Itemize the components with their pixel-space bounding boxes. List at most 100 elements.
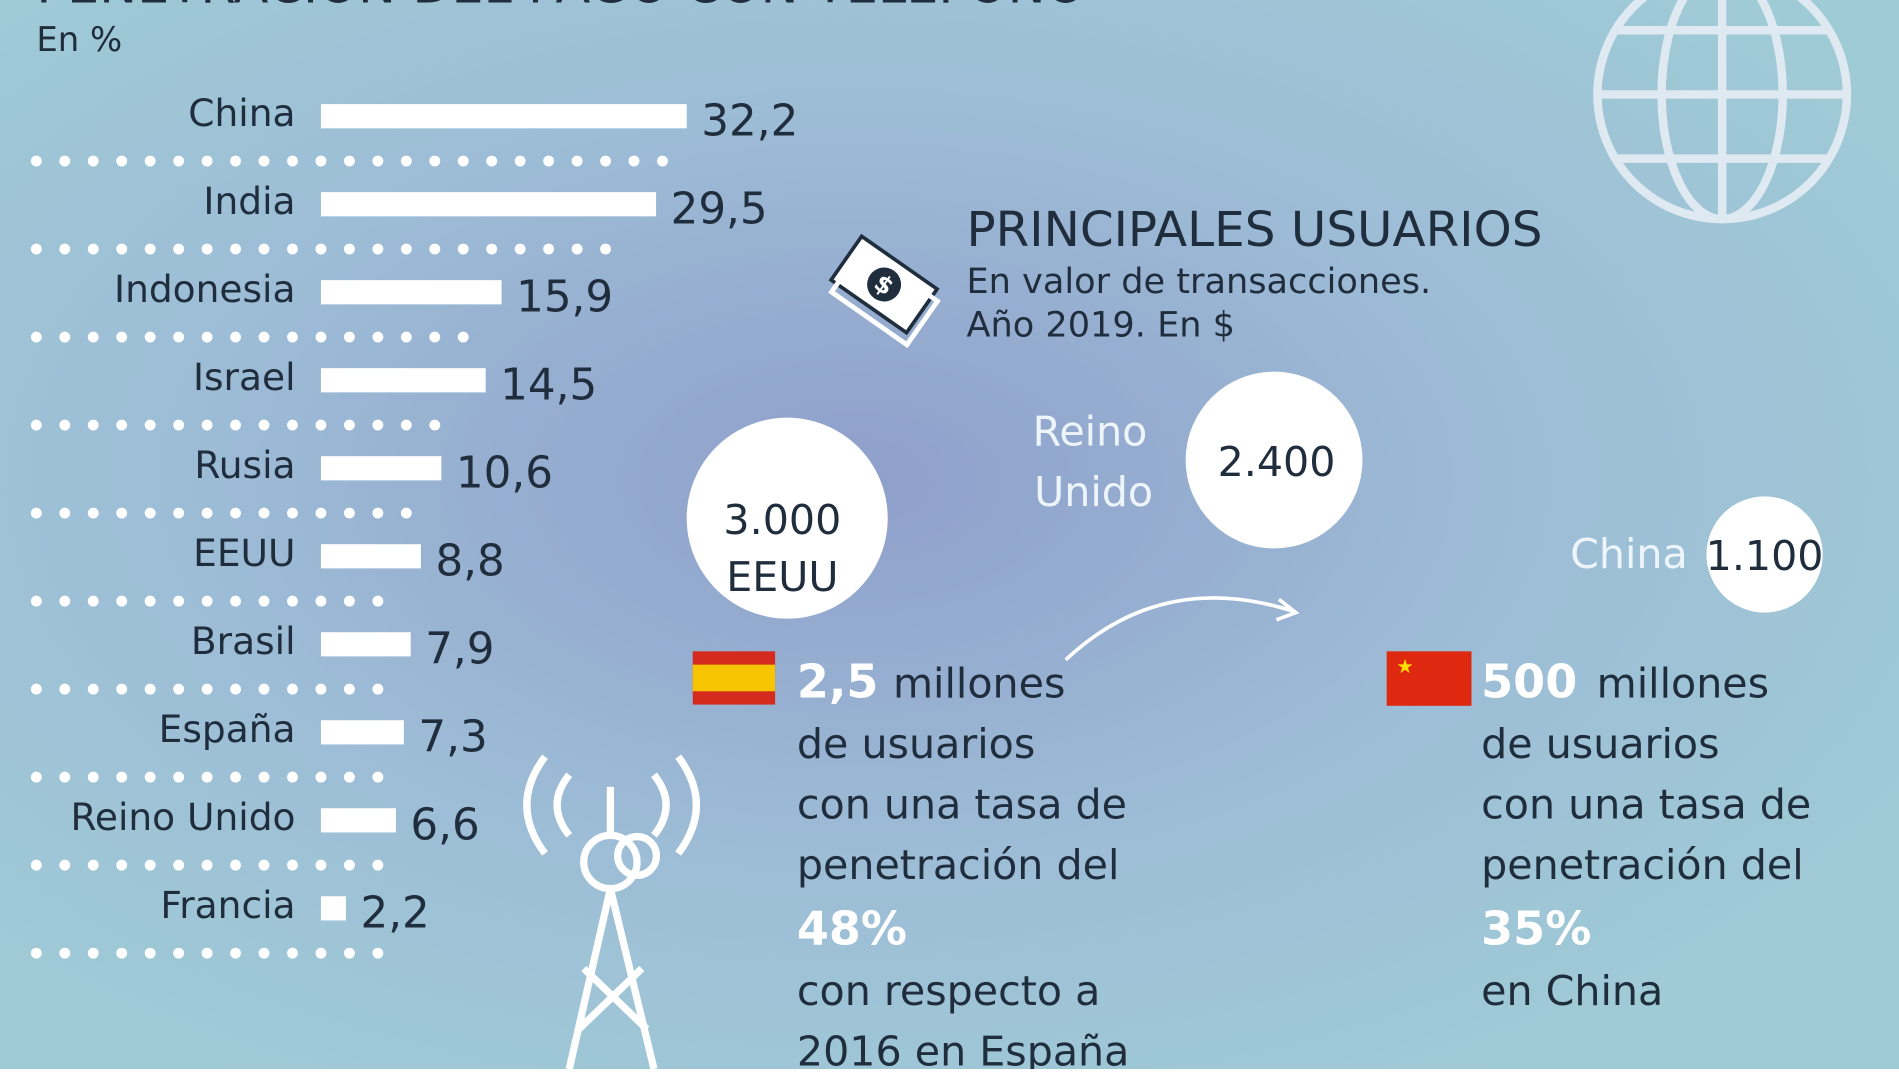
dot-separator: [287, 683, 298, 695]
dot-separator: [87, 595, 99, 607]
china-flag: ★: [1386, 651, 1472, 706]
users-subtitle: En valor de transacciones.: [966, 261, 1431, 302]
stat-line: 500 millones: [1481, 654, 1769, 708]
dot-separator: [372, 419, 384, 431]
dot-separator: [230, 507, 242, 519]
dot-separator: [173, 595, 185, 607]
value-label: 29,5: [671, 185, 768, 235]
dot-separator: [343, 683, 355, 695]
dot-separator: [315, 331, 327, 343]
stat-number: 2,5: [797, 654, 879, 708]
bubble-label: EEUU: [726, 553, 838, 601]
value-label: 6,6: [410, 801, 479, 851]
dot-separator: [87, 683, 99, 695]
dot-separator: [173, 331, 185, 343]
dot-separator: [144, 331, 156, 343]
dot-separator: [287, 507, 298, 519]
svg-text:★: ★: [1396, 655, 1413, 678]
dot-separator: [230, 683, 242, 695]
dot-separator: [116, 155, 128, 167]
dot-separator: [116, 243, 128, 255]
bubble-label: Reino: [1033, 408, 1148, 456]
chart-title: PENETRACIÓN DEL PAGO CON TELÉFONO: [36, 0, 1085, 14]
dot-separator: [400, 419, 412, 431]
dot-separator: [173, 243, 185, 255]
dot-separator: [258, 595, 270, 607]
dot-separator: [59, 507, 71, 519]
dot-separator: [429, 155, 441, 167]
dot-separator: [343, 947, 355, 959]
dot-separator: [116, 507, 128, 519]
chart-subtitle: En %: [36, 20, 122, 59]
dot-separator: [457, 331, 469, 343]
stat-text: con respecto a: [797, 967, 1101, 1015]
bubble-value: 3.000: [723, 496, 841, 544]
bubble-value: 1.100: [1706, 532, 1824, 580]
dot-separator: [457, 243, 469, 255]
dot-separator: [201, 595, 213, 607]
stat-text: millones: [1597, 659, 1769, 707]
dot-separator: [258, 859, 270, 871]
dot-separator: [343, 859, 355, 871]
dot-separator: [343, 595, 355, 607]
dot-separator: [144, 243, 156, 255]
dot-separator: [59, 859, 71, 871]
bubble: [686, 417, 888, 619]
dot-separator: [372, 155, 384, 167]
dot-separator: [87, 155, 99, 167]
dot-separator: [201, 947, 213, 959]
dot-separator: [30, 683, 42, 695]
bar: [320, 720, 404, 745]
dot-separator: [372, 947, 384, 959]
dot-separator: [173, 947, 185, 959]
dot-separator: [59, 419, 71, 431]
arrow-head: [1275, 597, 1300, 622]
stat-text: de usuarios: [797, 720, 1035, 768]
dot-separator: [372, 683, 384, 695]
dot-separator: [372, 595, 384, 607]
dot-separator: [201, 243, 213, 255]
dot-separator: [144, 595, 156, 607]
dot-separator: [201, 683, 213, 695]
dot-separator: [30, 243, 42, 255]
dot-separator: [372, 859, 384, 871]
globe-icon: [1593, 0, 1852, 224]
dot-separator: [201, 507, 213, 519]
dot-separator: [116, 683, 128, 695]
value-label: 2,2: [360, 889, 429, 939]
stat-percent: 48%: [797, 901, 907, 955]
dot-separator: [59, 331, 71, 343]
dot-separator: [429, 243, 441, 255]
dot-separator: [287, 155, 298, 167]
bar: [320, 192, 657, 217]
dot-separator: [230, 419, 242, 431]
dot-separator: [144, 507, 156, 519]
dot-separator: [116, 419, 128, 431]
bar: [320, 808, 396, 833]
dot-separator: [372, 243, 384, 255]
dot-separator: [287, 419, 298, 431]
category-label: Indonesia: [114, 267, 295, 311]
dot-separator: [30, 419, 42, 431]
dot-separator: [315, 243, 327, 255]
stat-text: penetración del: [1481, 841, 1803, 889]
bar: [320, 896, 346, 921]
dot-separator: [230, 331, 242, 343]
bar: [320, 280, 502, 305]
dot-separator: [343, 771, 355, 783]
dot-separator: [144, 771, 156, 783]
dot-separator: [87, 419, 99, 431]
users-title: PRINCIPALES USUARIOS: [966, 202, 1542, 258]
users-subtitle: Año 2019. En $: [966, 305, 1235, 346]
dot-separator: [457, 155, 469, 167]
dot-separator: [315, 859, 327, 871]
dot-separator: [201, 771, 213, 783]
dot-separator: [372, 507, 384, 519]
value-label: 32,2: [701, 97, 798, 147]
dot-separator: [315, 683, 327, 695]
dot-separator: [116, 595, 128, 607]
dot-separator: [514, 243, 526, 255]
dot-separator: [287, 859, 298, 871]
category-label: Israel: [193, 355, 296, 399]
